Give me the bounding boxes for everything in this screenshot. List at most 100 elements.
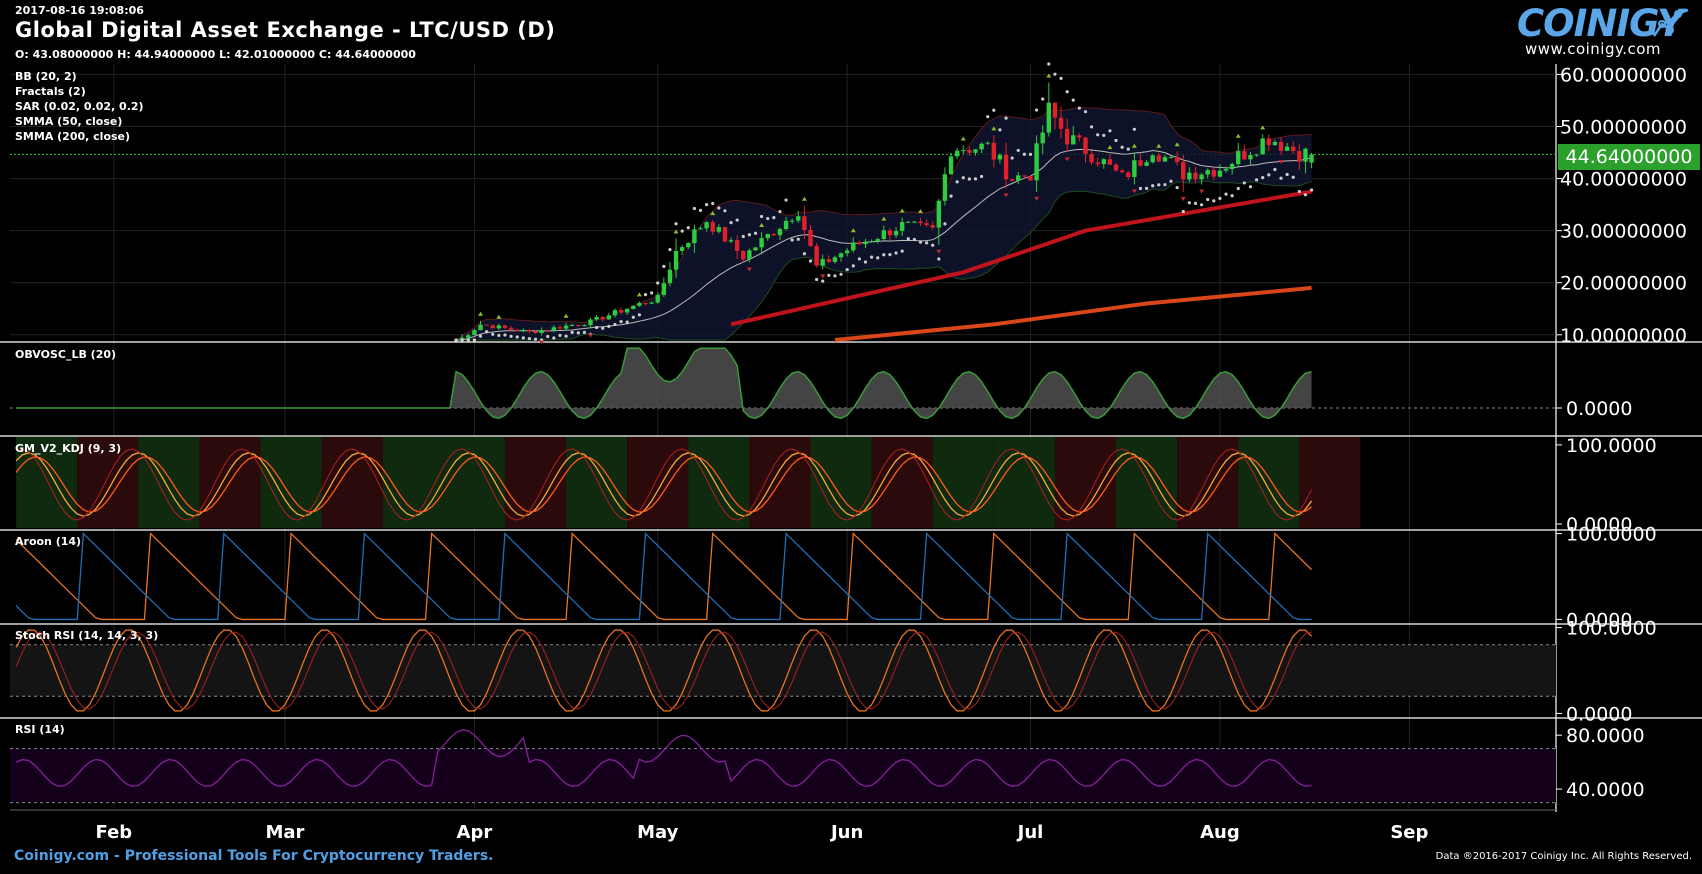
candlesticks[interactable] (453, 82, 1314, 341)
sar-dot (723, 209, 727, 213)
sar-dot (1022, 152, 1026, 156)
candle-body (936, 200, 942, 228)
candle-body (1236, 151, 1241, 165)
candle-body (948, 156, 954, 175)
sar-dot (992, 108, 996, 112)
candle-body (1113, 164, 1119, 171)
x-tick-label: May (637, 822, 679, 843)
candle-body (618, 310, 624, 313)
candle-body (961, 150, 966, 152)
candle-body (1107, 159, 1113, 165)
candle-body (1095, 162, 1100, 165)
candle-body (716, 227, 722, 232)
candle-body (1162, 157, 1168, 162)
coinigy-logo[interactable]: COINIGY www.coinigy.com (1517, 2, 1692, 60)
fractal-down (588, 333, 594, 338)
candle-body (734, 240, 740, 251)
sar-dot (760, 214, 764, 219)
chart-title: Global Digital Asset Exchange - LTC/USD … (15, 18, 556, 42)
candle-body (783, 220, 789, 230)
candle-body (582, 325, 587, 327)
pane-label-kdj[interactable]: GM_V2_KDJ (9, 3) (15, 442, 122, 455)
candle-body (1138, 160, 1143, 166)
candle-body (710, 222, 715, 232)
indicator-legend: BB (20, 2) Fractals (2) SAR (0.02, 0.02,… (15, 69, 144, 144)
candle-body (1089, 153, 1094, 163)
sar-dot (937, 257, 941, 261)
candle-body (912, 221, 917, 223)
sar-dot (570, 330, 574, 334)
sar-dot (527, 337, 532, 341)
kdj-bg-band (810, 437, 872, 528)
candle-body (808, 230, 813, 246)
fractal-up (1131, 143, 1137, 148)
x-tick-label: Sep (1390, 822, 1428, 843)
candle-body (1046, 102, 1052, 133)
sar-dot (1144, 186, 1149, 190)
sar-dot (1120, 145, 1124, 149)
candle-body (838, 253, 844, 258)
bb-basis (456, 148, 1312, 341)
sar-dot (1089, 125, 1094, 129)
sar-dot (1236, 186, 1240, 191)
sar-dot (662, 264, 666, 268)
candle-body (869, 241, 874, 243)
sar-dot (888, 253, 892, 257)
sar-dot (1224, 192, 1228, 196)
logo-url: www.coinigy.com (1525, 40, 1662, 58)
pane-label-aroon[interactable]: Aroon (14) (15, 535, 82, 548)
candle-body (796, 216, 801, 221)
indicator-smma50[interactable]: SMMA (50, close) (15, 115, 123, 128)
indicator-smma200[interactable]: SMMA (200, close) (15, 130, 131, 143)
fractal-up (496, 314, 502, 319)
pane-label-rsi[interactable]: RSI (14) (15, 723, 65, 736)
indicator-sar[interactable]: SAR (0.02, 0.02, 0.2) (15, 100, 144, 113)
candle-body (557, 327, 563, 329)
footer-tagline[interactable]: Coinigy.com - Professional Tools For Cry… (14, 848, 494, 864)
sar-dot (753, 231, 758, 235)
sar-dot (747, 233, 751, 237)
candle-body (502, 325, 508, 328)
x-tick-label: Mar (266, 822, 305, 843)
indicator-fractals[interactable]: Fractals (2) (15, 85, 86, 98)
candle-body (1223, 169, 1229, 171)
sar-dot (485, 330, 489, 334)
sar-dot (1187, 201, 1191, 205)
sar-dot (979, 174, 984, 179)
rsi-band-fill (10, 748, 1556, 803)
sar-dot (1285, 172, 1289, 177)
smma-lines (730, 189, 1312, 342)
sar-dot (912, 237, 916, 242)
last-price-badge-bg (1558, 144, 1700, 170)
sar-dot (711, 201, 715, 206)
candle-body (979, 143, 984, 150)
sar-dot (851, 264, 855, 268)
fractal-up (1235, 133, 1241, 138)
price-tick-label: 50.00000000 (1560, 116, 1687, 138)
candle-body (1144, 162, 1149, 166)
candle-body (1058, 117, 1064, 129)
candle-body (1156, 155, 1162, 162)
pane-tick-label: 100.0000 (1566, 618, 1657, 640)
sar-dot (466, 338, 470, 342)
candle-body (508, 327, 514, 330)
pane-label-obv[interactable]: OBVOSC_LB (20) (15, 348, 117, 361)
sar-dot (1028, 152, 1033, 156)
sar-dot (1248, 185, 1253, 189)
candle-body (1052, 102, 1058, 118)
fractal-down (1199, 189, 1205, 194)
last-price-badge: 44.64000000 (1558, 144, 1700, 170)
sar-dot (1297, 189, 1301, 194)
sar-dots (454, 62, 1314, 342)
sar-dot (503, 333, 507, 337)
sar-dot (472, 338, 477, 342)
candle-body (875, 239, 880, 242)
indicator-bb[interactable]: BB (20, 2) (15, 70, 77, 83)
kdj-bg-band (1299, 437, 1361, 528)
candle-body (637, 303, 642, 306)
pane-label-stoch-rsi[interactable]: Stoch RSI (14, 14, 3, 3) (15, 629, 159, 642)
candle-body (1248, 155, 1253, 160)
candle-body (881, 230, 887, 240)
sar-dot (839, 272, 843, 276)
